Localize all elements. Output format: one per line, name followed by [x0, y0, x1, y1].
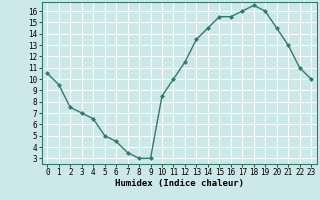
X-axis label: Humidex (Indice chaleur): Humidex (Indice chaleur)	[115, 179, 244, 188]
